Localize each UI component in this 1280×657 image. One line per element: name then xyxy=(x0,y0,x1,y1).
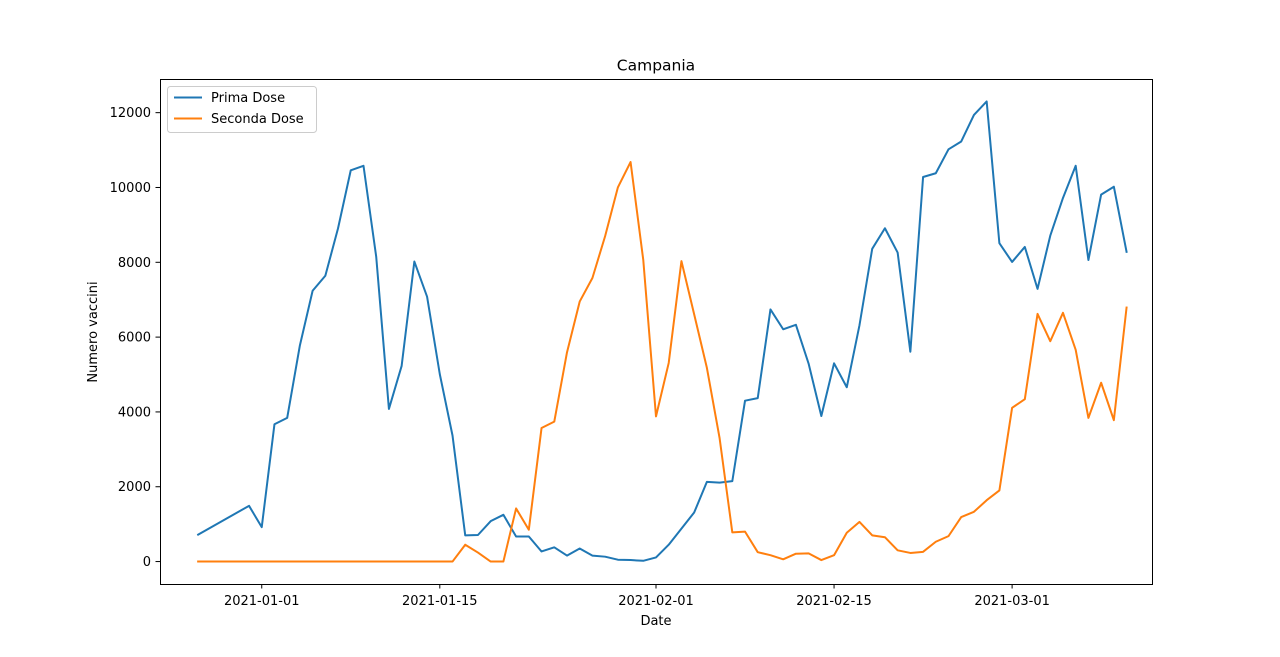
legend-box xyxy=(167,86,317,133)
x-tick-label: 2021-02-01 xyxy=(618,594,694,609)
x-axis-label: Date xyxy=(640,614,671,629)
y-tick-label: 6000 xyxy=(118,331,151,346)
chart-title: Campania xyxy=(617,57,695,75)
y-tick-label: 10000 xyxy=(110,181,151,196)
y-tick-label: 4000 xyxy=(118,405,151,420)
legend-label: Prima Dose xyxy=(211,91,285,106)
legend-label: Seconda Dose xyxy=(211,112,304,127)
x-tick-label: 2021-02-15 xyxy=(796,594,872,609)
x-tick-label: 2021-01-01 xyxy=(224,594,300,609)
x-tick-label: 2021-01-15 xyxy=(402,594,478,609)
plot-area-frame xyxy=(160,79,1153,585)
x-axis: 2021-01-01 2021-01-15 2021-02-01 2021-02-15… xyxy=(224,584,1050,609)
x-tick-label: 2021-03-01 xyxy=(974,594,1050,609)
y-tick-label: 8000 xyxy=(118,256,151,271)
y-tick-label: 2000 xyxy=(118,480,151,495)
y-tick-label: 0 xyxy=(143,555,151,570)
y-axis: 0 2000 4000 6000 8000 10000 12000 xyxy=(110,106,160,570)
y-axis-label: Numero vaccini xyxy=(86,281,101,382)
series-line-prima-dose xyxy=(196,100,1128,562)
legend: Prima Dose Seconda Dose xyxy=(167,86,317,133)
series-line-seconda-dose xyxy=(197,161,1128,563)
y-tick-label: 12000 xyxy=(110,106,151,121)
